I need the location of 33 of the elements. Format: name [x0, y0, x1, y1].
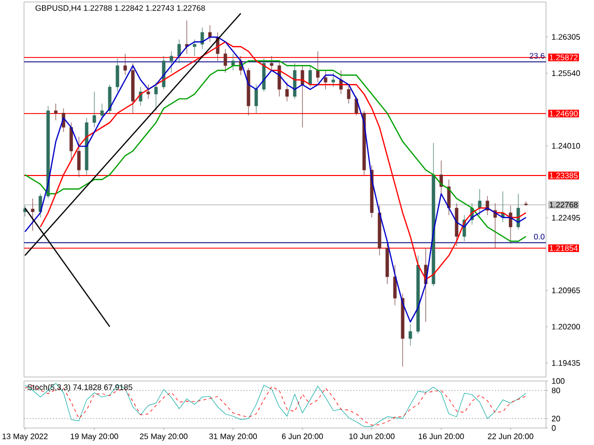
candlestick [231, 53, 235, 71]
candlestick [177, 39, 181, 64]
candlestick [208, 25, 212, 42]
candlestick [116, 58, 120, 92]
candlestick [38, 194, 42, 218]
candlestick [478, 188, 482, 216]
candlestick [170, 51, 174, 73]
candlestick [108, 84, 112, 114]
candlestick [30, 198, 34, 232]
candlestick [154, 82, 158, 111]
candlestick [192, 39, 196, 56]
candlestick [200, 27, 204, 50]
candlestick [70, 122, 73, 161]
candlestick [100, 103, 104, 120]
candlestick [393, 264, 397, 306]
candlestick [316, 51, 320, 82]
candlestick [270, 56, 274, 71]
candlestick [54, 103, 58, 120]
candlestick [92, 91, 96, 128]
candlestick [77, 136, 81, 178]
candlestick [300, 65, 304, 128]
candlestick [285, 82, 289, 102]
candlestick [346, 84, 350, 104]
candlestick [408, 324, 412, 346]
candlestick [439, 160, 443, 194]
candlestick [308, 65, 312, 88]
candlestick [224, 48, 228, 73]
candlestick [332, 72, 335, 88]
candlestick [324, 70, 328, 90]
candlestick [508, 205, 512, 244]
candlestick [254, 84, 258, 114]
candlestick [123, 53, 127, 76]
candlestick [146, 84, 150, 100]
